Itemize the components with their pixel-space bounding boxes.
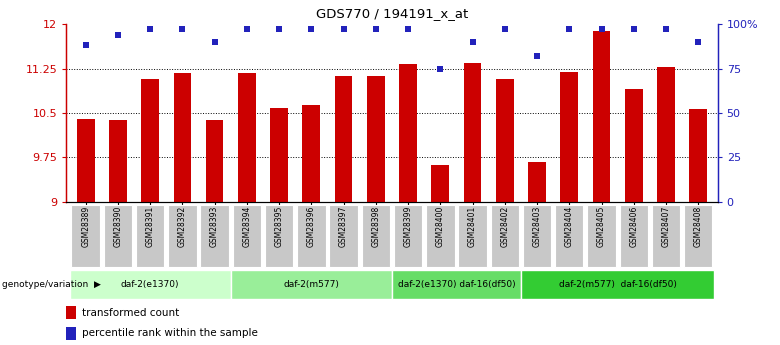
Point [337,27,349,32]
Text: GSM28398: GSM28398 [371,206,381,247]
Point [176,27,189,32]
Text: GSM28390: GSM28390 [113,206,122,247]
Bar [303,105,321,202]
Text: GSM28395: GSM28395 [275,206,284,247]
Point [208,39,221,45]
Text: GSM28404: GSM28404 [565,206,574,247]
FancyBboxPatch shape [200,205,229,267]
FancyBboxPatch shape [652,205,680,267]
Bar [109,120,127,202]
FancyBboxPatch shape [619,205,648,267]
Text: GSM28397: GSM28397 [339,206,348,247]
Bar [141,79,159,202]
FancyBboxPatch shape [69,270,231,299]
FancyBboxPatch shape [394,205,422,267]
Text: GSM28402: GSM28402 [500,206,509,247]
Bar [431,165,449,202]
FancyBboxPatch shape [168,205,197,267]
Point [531,53,544,59]
Bar [335,76,353,202]
Bar [173,73,191,202]
Bar [206,120,224,202]
FancyBboxPatch shape [232,205,261,267]
Bar [463,63,481,202]
Text: daf-2(e1370) daf-16(df50): daf-2(e1370) daf-16(df50) [398,280,516,289]
Text: GSM28401: GSM28401 [468,206,477,247]
Point [240,27,253,32]
Text: transformed count: transformed count [82,308,179,317]
Text: daf-2(m577): daf-2(m577) [283,280,339,289]
Text: percentile rank within the sample: percentile rank within the sample [82,328,257,338]
FancyBboxPatch shape [329,205,358,267]
FancyBboxPatch shape [136,205,165,267]
Text: daf-2(e1370): daf-2(e1370) [121,280,179,289]
FancyBboxPatch shape [521,270,714,299]
Point [595,27,608,32]
Point [112,32,124,38]
Text: GSM28392: GSM28392 [178,206,187,247]
Bar [528,161,546,202]
Bar [399,65,417,202]
Point [498,27,511,32]
Point [80,43,92,48]
Text: GSM28391: GSM28391 [146,206,154,247]
Bar [593,31,611,202]
FancyBboxPatch shape [523,205,551,267]
FancyBboxPatch shape [231,270,392,299]
Point [660,27,672,32]
Text: genotype/variation  ▶: genotype/variation ▶ [2,280,101,289]
Text: GSM28393: GSM28393 [210,206,219,247]
Bar [560,71,578,202]
Bar [270,108,288,202]
FancyBboxPatch shape [491,205,519,267]
Bar [690,109,707,202]
Bar [367,76,385,202]
Bar [238,73,256,202]
Point [144,27,156,32]
FancyBboxPatch shape [684,205,712,267]
Point [305,27,317,32]
Text: GSM28407: GSM28407 [661,206,671,247]
Text: GSM28406: GSM28406 [629,206,638,247]
Point [402,27,414,32]
Point [434,66,447,71]
Bar [657,67,675,202]
FancyBboxPatch shape [72,205,100,267]
FancyBboxPatch shape [426,205,455,267]
FancyBboxPatch shape [265,205,293,267]
FancyBboxPatch shape [459,205,487,267]
FancyBboxPatch shape [104,205,132,267]
Text: GSM28399: GSM28399 [403,206,413,247]
Text: daf-2(m577)  daf-16(df50): daf-2(m577) daf-16(df50) [558,280,676,289]
Bar [496,79,514,202]
FancyBboxPatch shape [297,205,325,267]
Text: GSM28405: GSM28405 [597,206,606,247]
Text: GSM28396: GSM28396 [307,206,316,247]
Point [692,39,704,45]
FancyBboxPatch shape [587,205,615,267]
FancyBboxPatch shape [555,205,583,267]
Text: GSM28400: GSM28400 [436,206,445,247]
Text: GSM28394: GSM28394 [243,206,251,247]
FancyBboxPatch shape [392,270,521,299]
FancyBboxPatch shape [362,205,390,267]
Text: GSM28408: GSM28408 [693,206,703,247]
Text: GSM28403: GSM28403 [533,206,541,247]
Point [466,39,479,45]
Point [628,27,640,32]
Point [370,27,382,32]
Text: GSM28389: GSM28389 [81,206,90,247]
Bar [625,89,643,202]
Title: GDS770 / 194191_x_at: GDS770 / 194191_x_at [316,7,468,20]
Point [563,27,576,32]
Point [273,27,285,32]
Bar [76,119,94,202]
